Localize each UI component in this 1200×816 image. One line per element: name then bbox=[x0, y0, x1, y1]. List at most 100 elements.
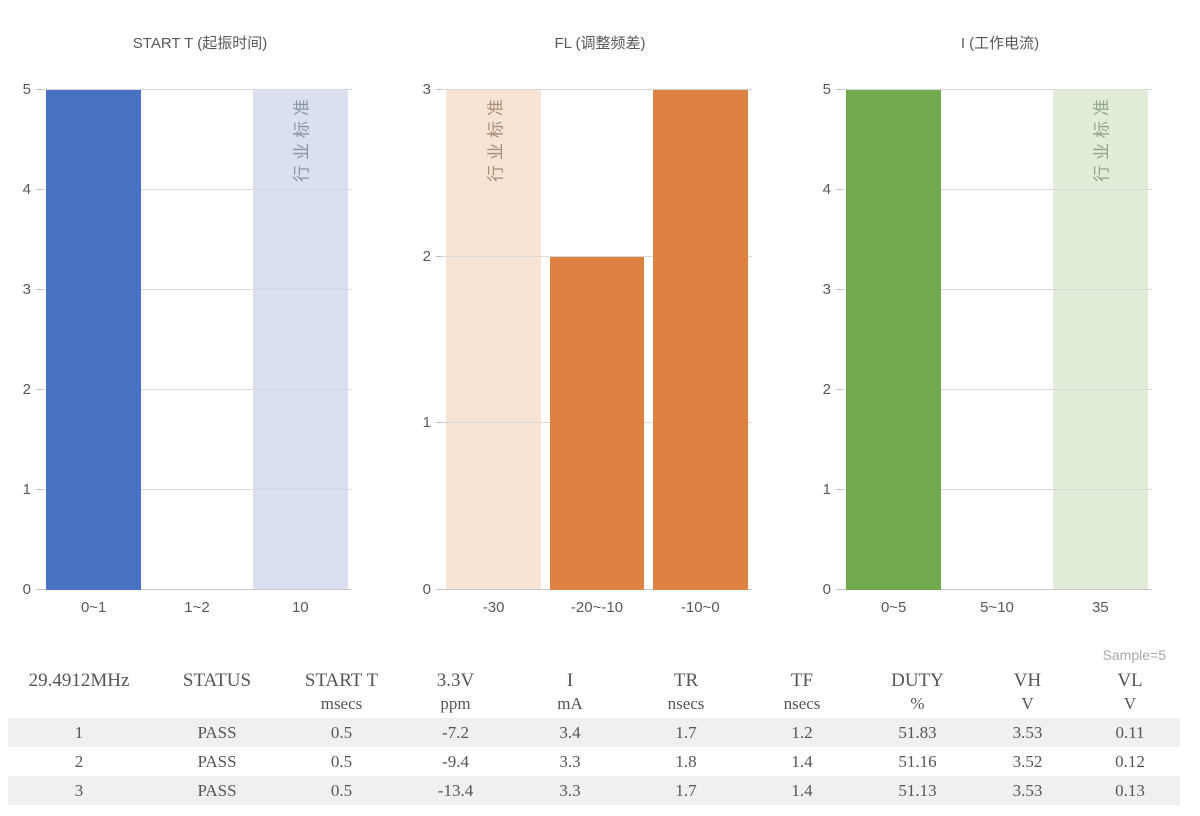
table-cell: 51.16 bbox=[898, 751, 937, 771]
y-axis-tick bbox=[36, 289, 42, 290]
table-cell: 3.53 bbox=[1012, 722, 1043, 742]
column-header: DUTY bbox=[891, 670, 944, 691]
y-axis-tick bbox=[36, 189, 42, 190]
sample-count-label: Sample=5 bbox=[1102, 647, 1166, 663]
gridline bbox=[442, 89, 752, 90]
table-cell: PASS bbox=[197, 722, 237, 742]
column-unit: msecs bbox=[320, 694, 363, 713]
table-cell: 0.5 bbox=[330, 751, 353, 771]
x-tick-label: -10~0 bbox=[680, 599, 720, 616]
gridline bbox=[442, 255, 752, 257]
chart-title: FL (调整频差) bbox=[554, 35, 646, 52]
table-row: 2 PASS 0.5 -9.4 3.3 1.8 1.4 51.16 3.52 0.12 bbox=[8, 747, 1180, 776]
column-header: I bbox=[566, 670, 574, 691]
x-tick-label: 35 bbox=[1091, 599, 1109, 616]
x-tick-label: 5~10 bbox=[980, 599, 1014, 616]
table-cell: 0.5 bbox=[330, 722, 353, 742]
y-axis-tick bbox=[836, 489, 842, 490]
y-tick-label: 1 bbox=[422, 414, 431, 432]
y-axis-tick bbox=[436, 589, 442, 590]
chart-title: I (工作电流) bbox=[960, 35, 1040, 52]
column-header: TF bbox=[790, 670, 814, 691]
chart-2: FL (调整频差) 0 1 2 3 行业标准 -30 -20~-10 -10~0 bbox=[400, 0, 800, 634]
table-body: 1 PASS 0.5 -7.2 3.4 1.7 1.2 51.83 3.53 0.11 2 PASS 0… bbox=[8, 718, 1180, 805]
chart-plot-area: 0 1 2 3 行业标准 bbox=[423, 82, 752, 598]
x-tick-label: 1~2 bbox=[184, 599, 210, 616]
y-tick-label: 0 bbox=[422, 581, 431, 598]
chart-plot-area: 0 1 2 3 4 5 行业标准 bbox=[823, 82, 1152, 598]
y-tick-label: 5 bbox=[22, 81, 31, 98]
table-cell: 1.4 bbox=[791, 751, 813, 771]
column-header: VH bbox=[1013, 670, 1042, 691]
column-unit: mA bbox=[557, 694, 583, 713]
gridline bbox=[42, 489, 352, 490]
column-header: VL bbox=[1117, 670, 1143, 691]
gridline bbox=[42, 589, 352, 590]
gridline bbox=[842, 489, 1152, 490]
gridline bbox=[842, 89, 1152, 90]
y-axis-tick bbox=[436, 89, 442, 90]
x-tick-label: 0~5 bbox=[880, 599, 907, 616]
column-unit: nsecs bbox=[783, 694, 821, 713]
x-tick-label: -30 bbox=[482, 599, 505, 616]
table-cell: 0.5 bbox=[330, 780, 353, 800]
gridline bbox=[842, 289, 1152, 290]
gridline bbox=[842, 389, 1152, 390]
bar bbox=[252, 90, 348, 590]
table-row: 1 PASS 0.5 -7.2 3.4 1.7 1.2 51.83 3.53 0.11 bbox=[8, 718, 1180, 747]
charts-row: START T (起振时间) 0 1 2 3 4 5 行业标准 0~1 1~2 10 FL (调整频差… bbox=[23, 0, 1152, 634]
column-unit: nsecs bbox=[667, 694, 705, 713]
industry-standard-label: 行业标准 bbox=[292, 94, 312, 182]
table-cell: 0.12 bbox=[1115, 751, 1145, 771]
y-axis-tick bbox=[436, 422, 442, 424]
gridline bbox=[42, 189, 352, 190]
y-axis-tick bbox=[36, 489, 42, 490]
table-cell: 1.8 bbox=[675, 751, 697, 771]
chart-plot-area: 0 1 2 3 4 5 行业标准 bbox=[23, 82, 352, 598]
column-unit: % bbox=[910, 694, 925, 713]
table-cell: 1.7 bbox=[675, 722, 697, 742]
industry-standard-label: 行业标准 bbox=[486, 94, 506, 182]
table-cell: 1.4 bbox=[791, 780, 813, 800]
table-cell: 3.53 bbox=[1012, 780, 1043, 800]
column-header: STATUS bbox=[182, 670, 252, 691]
y-tick-label: 2 bbox=[422, 247, 431, 265]
bar bbox=[1052, 90, 1148, 590]
y-axis-tick bbox=[836, 189, 842, 190]
table-cell: 3 bbox=[74, 780, 84, 800]
bar bbox=[446, 90, 542, 590]
column-unit bbox=[150, 694, 284, 718]
x-tick-label: 0~1 bbox=[80, 599, 107, 616]
y-axis-tick bbox=[836, 289, 842, 290]
report-table-section: Sample=5 29.4912MHz STATUS START T 3.3V I TR T… bbox=[0, 646, 1200, 805]
column-header: START T bbox=[304, 670, 379, 691]
y-axis-tick bbox=[36, 89, 42, 90]
y-tick-label: 4 bbox=[822, 181, 831, 198]
y-tick-label: 3 bbox=[822, 281, 831, 298]
x-axis-labels: -30 -20~-10 -10~0 bbox=[442, 599, 752, 616]
table-cell: 51.83 bbox=[898, 722, 937, 742]
y-tick-label: 0 bbox=[22, 581, 31, 598]
column-unit bbox=[8, 694, 150, 718]
gridline bbox=[842, 589, 1152, 590]
y-axis-tick bbox=[836, 389, 842, 390]
bar bbox=[46, 90, 142, 590]
y-tick-label: 2 bbox=[22, 381, 31, 398]
bar bbox=[652, 90, 748, 590]
x-tick-label: 10 bbox=[291, 599, 309, 616]
column-header: TR bbox=[673, 670, 699, 691]
table-cell: 1.7 bbox=[675, 780, 697, 800]
gridline bbox=[42, 389, 352, 390]
column-unit: ppm bbox=[440, 694, 471, 713]
table-cell: PASS bbox=[197, 751, 237, 771]
gridline bbox=[842, 189, 1152, 190]
table-cell: 51.13 bbox=[898, 780, 937, 800]
y-axis-tick bbox=[836, 589, 842, 590]
y-tick-label: 2 bbox=[822, 381, 831, 398]
y-tick-label: 4 bbox=[22, 181, 31, 198]
column-unit: V bbox=[1021, 694, 1034, 713]
table-cell: 1 bbox=[74, 722, 84, 742]
y-tick-label: 3 bbox=[422, 81, 431, 98]
table-cell: 1.2 bbox=[791, 722, 813, 742]
table-cell: 0.13 bbox=[1115, 780, 1145, 800]
